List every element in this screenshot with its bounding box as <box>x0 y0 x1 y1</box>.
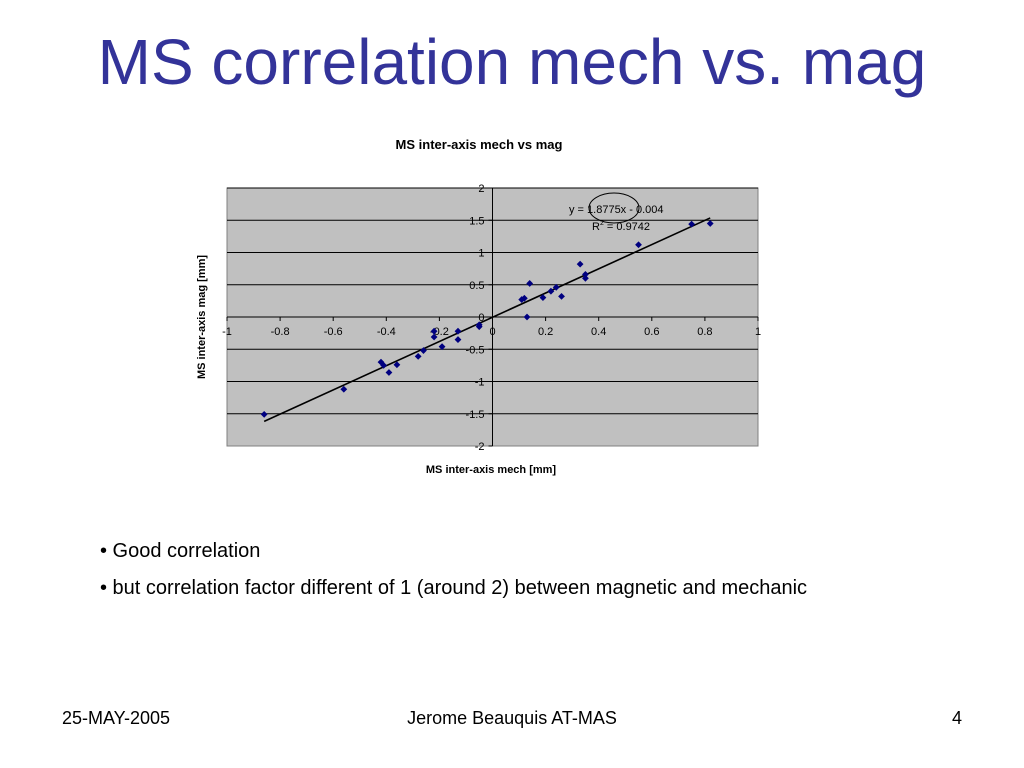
data-point <box>706 220 714 227</box>
data-point <box>380 361 388 369</box>
data-point <box>393 361 401 369</box>
data-point <box>523 313 531 321</box>
r-squared-label: R2 = 0.9742 <box>592 220 650 233</box>
data-point <box>526 280 534 287</box>
slope-highlight-ellipse <box>588 192 640 224</box>
chart-title: MS inter-axis mech vs mag <box>396 137 563 152</box>
x-tick-label: 0.4 <box>591 326 606 338</box>
x-tick-label: -0.4 <box>377 326 396 338</box>
data-point <box>420 347 427 354</box>
x-axis-title: MS inter-axis mech [mm] <box>426 464 557 476</box>
data-point <box>582 274 589 282</box>
y-tick-label: 1 <box>478 248 484 260</box>
data-point <box>539 294 547 302</box>
bullet-item: • but correlation factor different of 1 … <box>100 577 808 599</box>
y-tick-label: -2 <box>475 441 485 453</box>
x-tick-label: -0.6 <box>324 326 343 338</box>
data-point <box>552 283 560 291</box>
trendline-equation: y = 1.8775x - 0.004 <box>569 204 663 216</box>
footer-date: 25-MAY-2005 <box>62 708 171 728</box>
data-point <box>688 220 696 228</box>
data-point <box>582 271 589 278</box>
data-point <box>547 287 555 295</box>
data-point <box>438 343 446 351</box>
x-tick-label: 0 <box>489 326 495 338</box>
y-tick-label: 2 <box>478 183 484 195</box>
data-point <box>520 294 528 302</box>
data-point <box>414 352 422 360</box>
y-tick-label: 1.5 <box>469 215 484 227</box>
x-tick-label: -1 <box>222 326 232 338</box>
data-point <box>558 292 565 300</box>
x-tick-label: 0.6 <box>644 326 659 338</box>
bullet-item: • Good correlation <box>100 540 261 562</box>
y-tick-label: 0 <box>478 312 484 324</box>
slide-title: MS correlation mech vs. mag <box>97 26 927 98</box>
y-tick-label: -1.5 <box>466 409 485 421</box>
trendline <box>263 217 711 423</box>
data-point <box>635 241 642 249</box>
data-point <box>430 327 438 335</box>
data-point <box>260 410 268 418</box>
x-tick-label: -0.8 <box>271 326 290 338</box>
x-tick-label: 0.8 <box>697 326 712 338</box>
data-point <box>340 385 348 393</box>
footer-page-number: 4 <box>951 708 962 728</box>
footer-author: Jerome Beauquis AT-MAS <box>407 708 617 728</box>
y-tick-label: -1 <box>475 377 485 389</box>
y-axis-title: MS inter-axis mag [mm] <box>196 255 208 379</box>
x-tick-label: 0.2 <box>538 326 553 338</box>
data-point <box>430 333 438 341</box>
bullet-list: • Good correlation • but correlation fac… <box>100 540 807 614</box>
y-tick-label: -0.5 <box>466 344 485 356</box>
y-tick-label: 0.5 <box>469 280 484 292</box>
data-point <box>576 260 584 268</box>
data-point <box>454 327 462 335</box>
data-point <box>454 336 462 343</box>
data-point <box>475 323 483 331</box>
data-point <box>385 369 393 376</box>
x-tick-label: 1 <box>755 326 761 338</box>
